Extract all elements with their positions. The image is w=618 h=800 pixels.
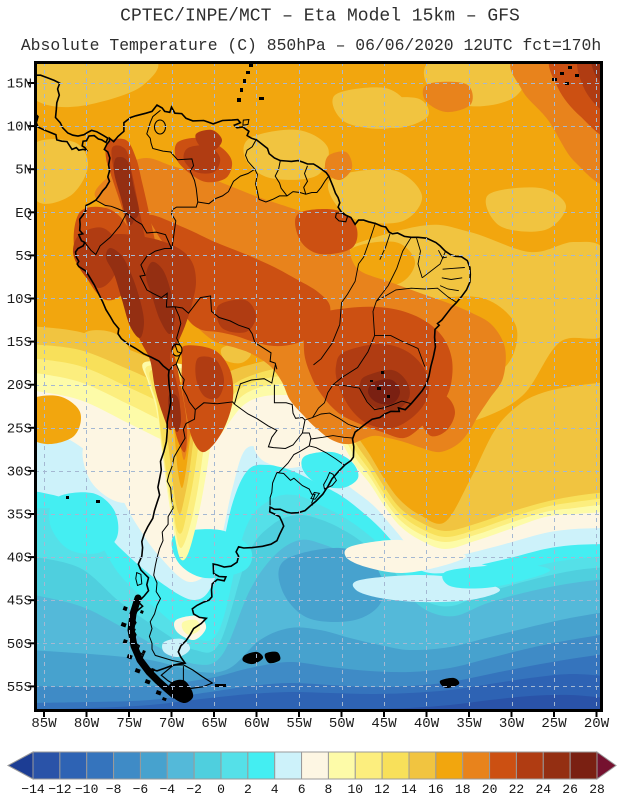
svg-text:45S: 45S	[7, 594, 32, 610]
svg-text:35W: 35W	[456, 716, 482, 732]
svg-text:Absolute Temperature (C) 850hP: Absolute Temperature (C) 850hPa – 06/06/…	[21, 36, 601, 55]
svg-text:−12: −12	[48, 782, 71, 797]
svg-text:26: 26	[562, 782, 578, 797]
svg-text:65W: 65W	[201, 716, 227, 732]
svg-text:30W: 30W	[499, 716, 525, 732]
svg-text:−8: −8	[106, 782, 122, 797]
svg-text:30S: 30S	[7, 464, 32, 480]
svg-text:50W: 50W	[329, 716, 355, 732]
svg-text:45W: 45W	[371, 716, 397, 732]
svg-text:10S: 10S	[7, 292, 32, 308]
svg-text:5N: 5N	[15, 163, 32, 179]
svg-text:60W: 60W	[244, 716, 270, 732]
svg-text:50S: 50S	[7, 637, 32, 653]
svg-text:75W: 75W	[116, 716, 142, 732]
svg-text:40W: 40W	[414, 716, 440, 732]
svg-text:22: 22	[509, 782, 525, 797]
svg-text:5S: 5S	[15, 249, 32, 265]
svg-text:CPTEC/INPE/MCT – Eta Model 15: CPTEC/INPE/MCT – Eta Model 15km – GFS	[120, 7, 520, 27]
svg-text:4: 4	[271, 782, 279, 797]
svg-text:28: 28	[589, 782, 605, 797]
svg-text:6: 6	[298, 782, 306, 797]
svg-text:15S: 15S	[7, 335, 32, 351]
svg-text:20: 20	[482, 782, 498, 797]
svg-text:14: 14	[401, 782, 417, 797]
svg-text:10: 10	[347, 782, 363, 797]
svg-text:−4: −4	[159, 782, 175, 797]
svg-text:−6: −6	[133, 782, 149, 797]
svg-text:−14: −14	[21, 782, 45, 797]
svg-text:70W: 70W	[159, 716, 185, 732]
svg-text:−2: −2	[186, 782, 202, 797]
svg-text:18: 18	[455, 782, 471, 797]
svg-text:55S: 55S	[7, 680, 32, 696]
svg-text:85W: 85W	[31, 716, 57, 732]
svg-text:−10: −10	[75, 782, 98, 797]
svg-text:40S: 40S	[7, 551, 32, 567]
svg-text:35S: 35S	[7, 508, 32, 524]
svg-text:25W: 25W	[541, 716, 567, 732]
svg-text:20S: 20S	[7, 378, 32, 394]
svg-text:15N: 15N	[7, 77, 32, 93]
svg-text:0: 0	[217, 782, 225, 797]
svg-text:24: 24	[535, 782, 551, 797]
svg-text:80W: 80W	[74, 716, 100, 732]
svg-text:2: 2	[244, 782, 252, 797]
svg-text:25S: 25S	[7, 421, 32, 437]
svg-text:EQ: EQ	[15, 206, 32, 222]
svg-text:12: 12	[374, 782, 390, 797]
svg-text:8: 8	[324, 782, 332, 797]
svg-text:20W: 20W	[584, 716, 610, 732]
svg-text:55W: 55W	[286, 716, 312, 732]
svg-text:16: 16	[428, 782, 444, 797]
svg-text:10N: 10N	[7, 120, 32, 136]
